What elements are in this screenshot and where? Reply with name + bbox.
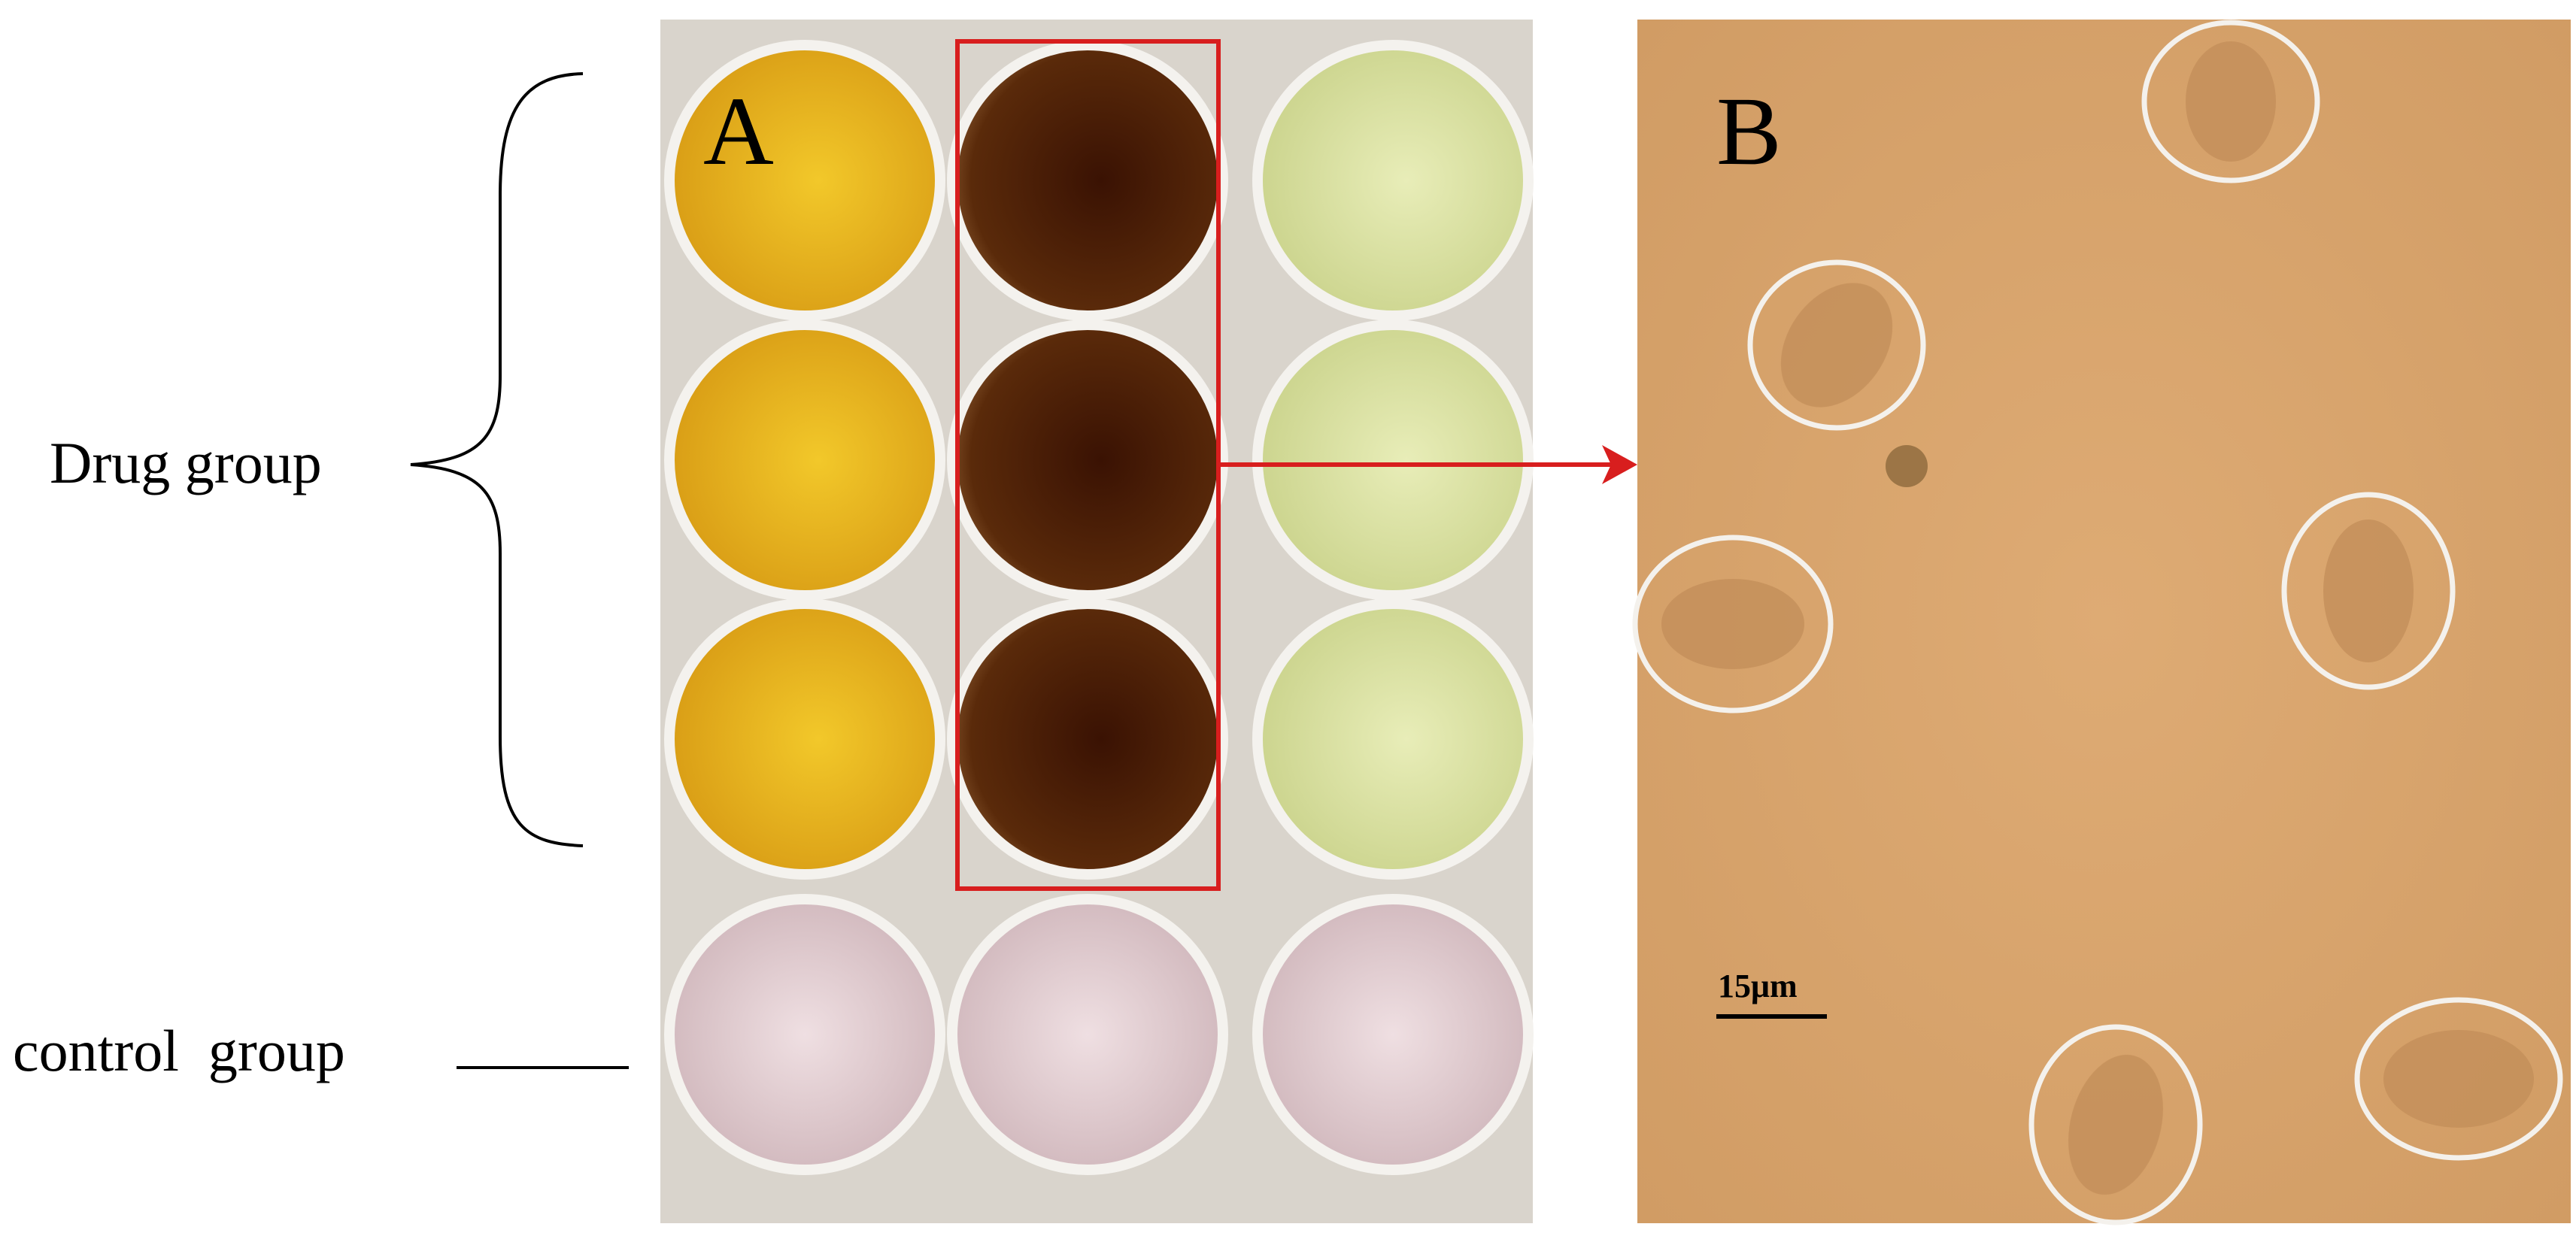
well (664, 598, 945, 880)
cells (1661, 41, 2534, 1195)
cell (2323, 520, 2414, 662)
cell (2186, 41, 2276, 162)
well (664, 320, 945, 601)
group-label: control group (13, 1018, 345, 1083)
cell-rings (1632, 20, 2563, 1225)
well (1252, 40, 1534, 321)
panel-label: B (1716, 77, 1782, 186)
well (947, 320, 1228, 601)
ring (1632, 535, 1834, 713)
well (947, 40, 1228, 321)
well (1252, 894, 1534, 1175)
brace (410, 72, 584, 847)
cell (1780, 283, 1893, 407)
debris (1886, 445, 1928, 487)
panel-label: A (703, 77, 774, 186)
panel-b: B 15μm (1632, 20, 2571, 1225)
ring (2281, 492, 2456, 690)
well (664, 40, 945, 321)
arrow-head (1602, 445, 1637, 484)
ring (2354, 997, 2563, 1161)
well (664, 894, 945, 1175)
group-label: Drug group (50, 430, 322, 495)
wells (664, 40, 1534, 1175)
cell (2383, 1030, 2534, 1128)
well (1252, 598, 1534, 880)
scale-bar-label: 15μm (1718, 968, 1798, 1004)
cell (1661, 579, 1804, 669)
ring (2028, 1024, 2203, 1225)
well (947, 894, 1228, 1175)
cell (2068, 1054, 2163, 1195)
ring (2141, 20, 2320, 183)
panel-a: A (660, 20, 1534, 1223)
well (1252, 320, 1534, 601)
ring (1747, 259, 1926, 431)
well (947, 598, 1228, 880)
